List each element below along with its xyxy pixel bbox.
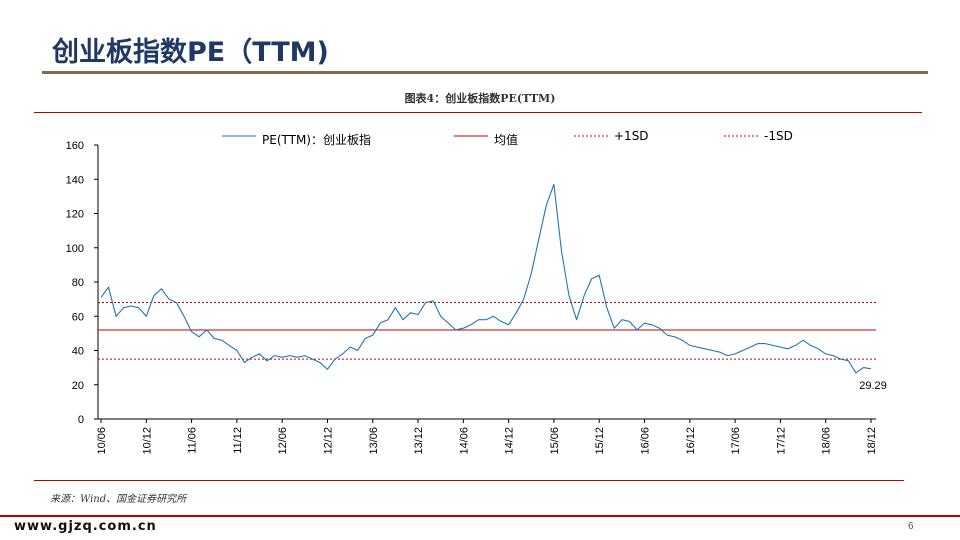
x-tick-label: 16/06 <box>640 427 652 455</box>
legend-label-pe: PE(TTM)：创业板指 <box>262 132 371 147</box>
y-tick-label: 0 <box>78 414 84 426</box>
footer-url: www.gjzq.com.cn <box>14 519 157 534</box>
x-tick-label: 13/06 <box>368 427 380 455</box>
y-tick-label: 80 <box>72 277 84 289</box>
legend-label-mean: 均值 <box>494 132 518 147</box>
x-tick-label: 14/12 <box>504 427 516 455</box>
y-tick-label: 160 <box>66 140 84 152</box>
figure-caption: 图表4：创业板指数PE(TTM) <box>404 92 556 105</box>
x-tick-label: 17/06 <box>730 427 742 455</box>
x-tick-label: 10/12 <box>141 427 153 455</box>
x-tick-label: 18/12 <box>866 427 878 455</box>
page-number: 6 <box>908 521 914 532</box>
chart-legend: PE(TTM)：创业板指 均值 +1SD -1SD <box>222 129 793 147</box>
x-tick-label: 10/06 <box>96 427 108 455</box>
caption-divider <box>34 112 922 113</box>
x-tick-label: 14/06 <box>458 427 470 455</box>
pe-ttm-line-chart: PE(TTM)：创业板指 均值 +1SD -1SD 0 20 40 60 80 100 120 14… <box>66 129 887 455</box>
x-tick-label: 12/12 <box>322 427 334 455</box>
x-tick-label: 15/06 <box>549 427 561 455</box>
x-tick-label: 16/12 <box>685 427 697 455</box>
x-tick-label: 11/12 <box>232 427 244 454</box>
legend-label-minus_sd: -1SD <box>764 129 793 143</box>
y-tick-label: 20 <box>72 380 84 392</box>
pe-ttm-series-line <box>100 183 872 374</box>
y-tick-label: 140 <box>66 174 84 186</box>
x-tick-label: 11/06 <box>187 427 199 454</box>
x-tick-label: 12/06 <box>277 427 289 455</box>
reference-lines <box>98 302 876 360</box>
y-tick-label: 100 <box>66 243 84 255</box>
title-divider <box>42 71 928 74</box>
x-tick-label: 15/12 <box>594 427 606 455</box>
y-tick-label: 40 <box>72 346 84 358</box>
x-tick-label: 17/12 <box>775 427 787 455</box>
footer-divider <box>0 515 960 517</box>
x-tick-label: 18/06 <box>821 427 833 455</box>
chart-annotations: 29.29 <box>859 380 887 392</box>
y-tick-label: 60 <box>72 311 84 323</box>
last-value-label: 29.29 <box>859 380 887 392</box>
chart-axes: 0 20 40 60 80 100 120 140 160 10/06 10/12 11/06 11/1… <box>66 140 878 455</box>
slide-title: 创业板指数PE（TTM) <box>52 37 329 68</box>
chart-series <box>100 183 872 374</box>
source-note: 来源：Wind、国金证券研究所 <box>50 494 187 505</box>
y-tick-label: 120 <box>66 209 84 221</box>
source-divider <box>34 480 904 481</box>
x-tick-label: 13/12 <box>413 427 425 455</box>
legend-label-plus_sd: +1SD <box>614 129 649 143</box>
